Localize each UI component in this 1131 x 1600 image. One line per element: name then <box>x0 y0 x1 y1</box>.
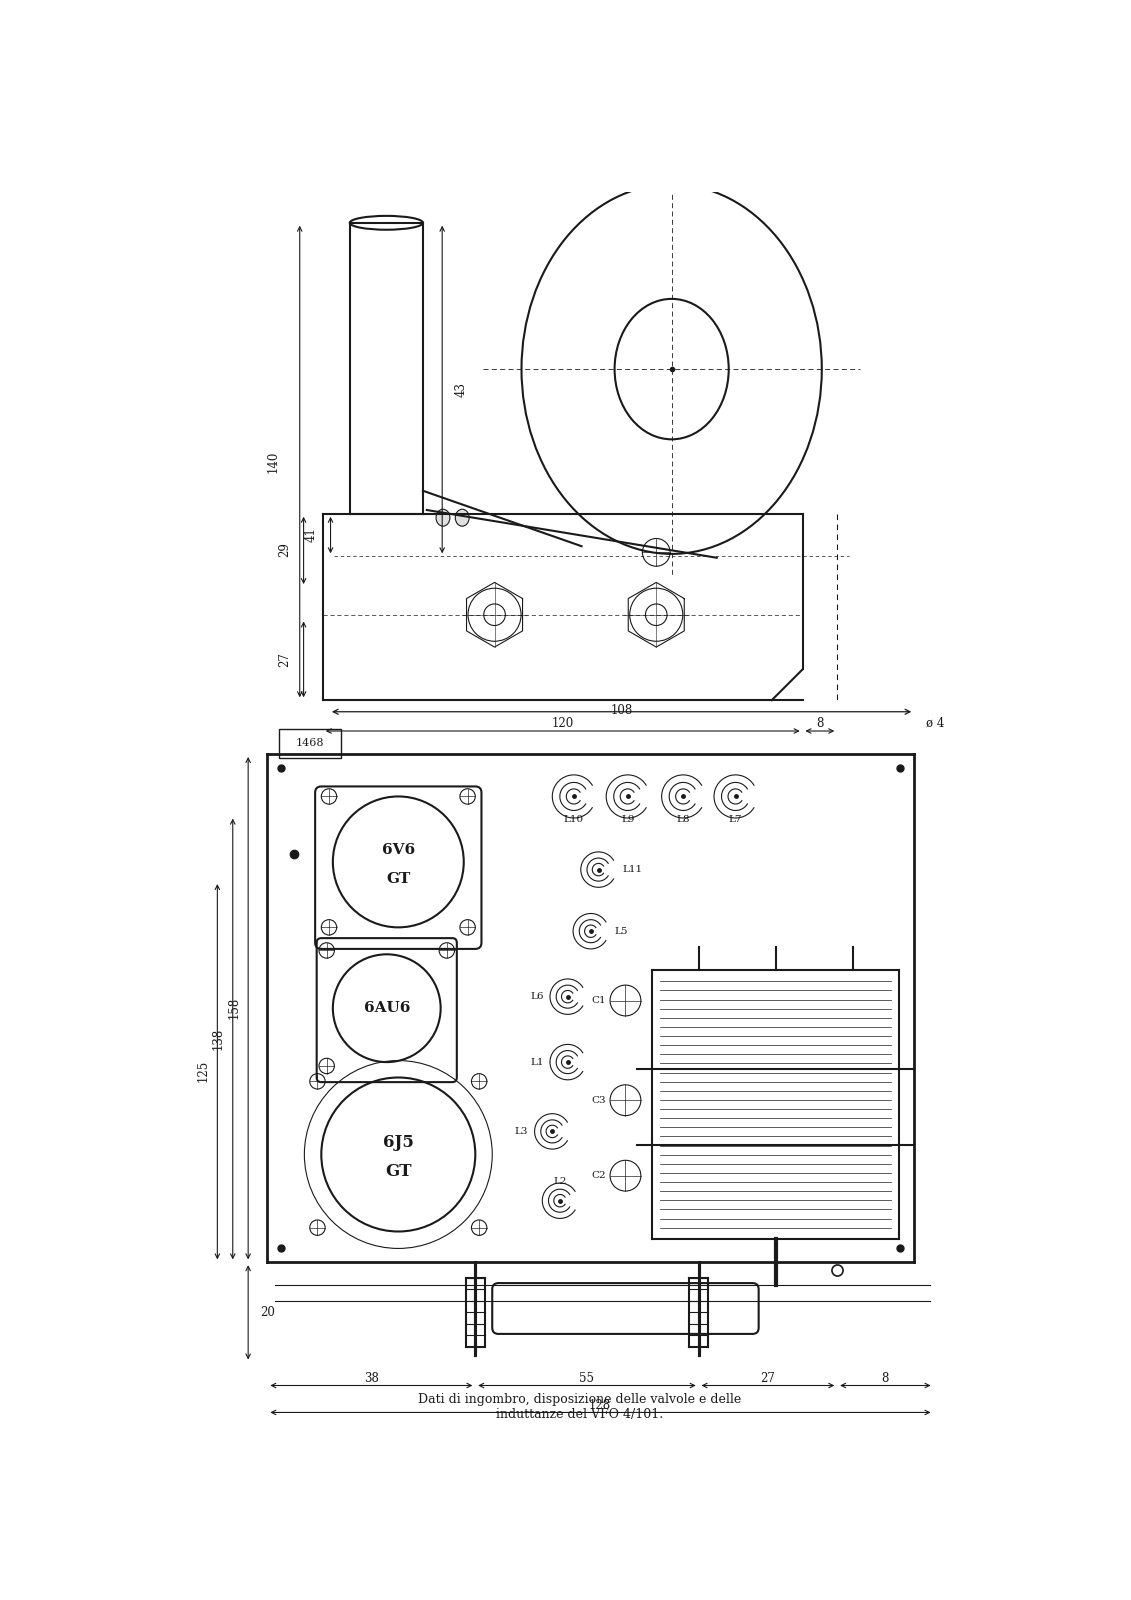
Text: 128: 128 <box>589 1398 611 1411</box>
Text: 43: 43 <box>455 382 468 397</box>
Text: L8: L8 <box>676 814 690 824</box>
Text: 158: 158 <box>227 997 241 1019</box>
Ellipse shape <box>456 509 469 526</box>
Text: 41: 41 <box>304 528 318 542</box>
Text: 55: 55 <box>579 1371 595 1384</box>
Text: 108: 108 <box>611 704 632 717</box>
Text: L3: L3 <box>515 1126 528 1136</box>
Text: 120: 120 <box>552 717 573 730</box>
Text: 38: 38 <box>364 1371 379 1384</box>
Text: L6: L6 <box>530 992 544 1002</box>
Text: C1: C1 <box>592 995 606 1005</box>
Text: L2: L2 <box>553 1178 567 1186</box>
Text: L5: L5 <box>614 926 628 936</box>
Text: 20: 20 <box>260 1306 275 1318</box>
Text: L7: L7 <box>728 814 742 824</box>
Text: 6V6: 6V6 <box>382 843 415 858</box>
Text: 138: 138 <box>211 1027 225 1050</box>
Text: C3: C3 <box>592 1096 606 1104</box>
Text: L1: L1 <box>530 1058 544 1067</box>
Text: L11: L11 <box>622 866 642 874</box>
Text: GT: GT <box>386 872 411 886</box>
Text: 125: 125 <box>197 1061 209 1083</box>
Text: GT: GT <box>385 1163 412 1179</box>
Text: 27: 27 <box>760 1371 776 1384</box>
Text: 8: 8 <box>881 1371 889 1384</box>
Text: 8: 8 <box>817 717 823 730</box>
Text: ø 4: ø 4 <box>926 717 944 730</box>
Text: C2: C2 <box>592 1171 606 1181</box>
Text: L10: L10 <box>563 814 584 824</box>
Text: L9: L9 <box>621 814 634 824</box>
Text: 6AU6: 6AU6 <box>363 1002 409 1016</box>
Text: 27: 27 <box>278 651 291 667</box>
Text: 6J5: 6J5 <box>383 1134 414 1152</box>
Text: Dati di ingombro, disposizione delle valvole e delle
induttanze del VFO 4/101.: Dati di ingombro, disposizione delle val… <box>417 1394 741 1421</box>
Ellipse shape <box>437 509 450 526</box>
Text: 1468: 1468 <box>295 738 323 747</box>
Text: 140: 140 <box>266 450 279 472</box>
Text: 29: 29 <box>278 542 291 557</box>
